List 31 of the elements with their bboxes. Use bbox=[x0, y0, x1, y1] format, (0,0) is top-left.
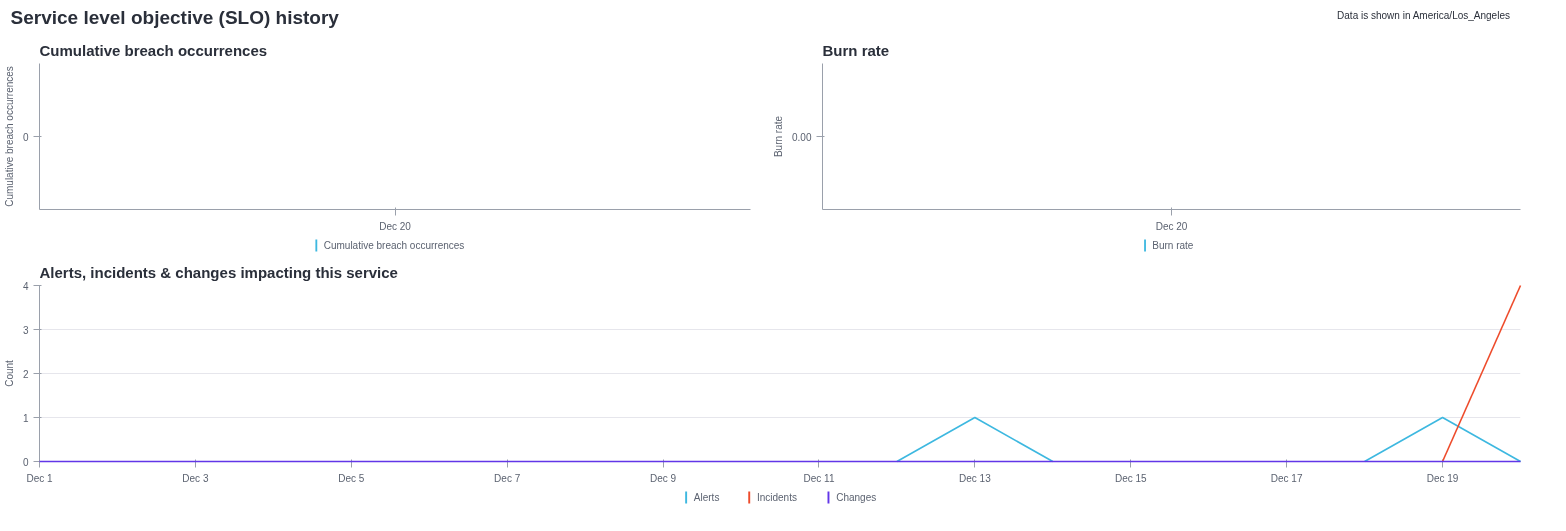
x-tick-label: Dec 13 bbox=[959, 472, 992, 484]
y-tick-label: 4 bbox=[22, 280, 29, 292]
text: Service level objective (SLO) history bbox=[10, 7, 340, 28]
x-tick-label: Dec 1 bbox=[26, 472, 53, 484]
x-tick-label: Dec 5 bbox=[338, 472, 365, 484]
y-tick-label: 0 bbox=[22, 456, 29, 468]
legend-label: Cumulative breach occurrences bbox=[323, 240, 465, 251]
x-tick-label: Dec 7 bbox=[494, 472, 521, 484]
text: Cumulative breach occurrences bbox=[3, 66, 15, 207]
text: Burn rate bbox=[773, 115, 785, 158]
text: Cumulative breach occurrences bbox=[39, 41, 268, 59]
x-tick-label: Dec 9 bbox=[650, 472, 677, 484]
y-tick-label: 3 bbox=[22, 324, 29, 336]
x-tick-label: Dec 17 bbox=[1270, 472, 1303, 484]
x-tick-label: Dec 11 bbox=[803, 472, 835, 484]
text: Dec 20 bbox=[1155, 220, 1188, 232]
y-axis-title: Count bbox=[3, 359, 15, 387]
legend-label: Changes bbox=[836, 492, 877, 503]
legend-label: Alerts bbox=[693, 492, 720, 503]
chart-title: Alerts, incidents & changes impacting this service bbox=[39, 263, 398, 281]
x-tick-label: Dec 3 bbox=[182, 472, 209, 484]
x-tick-label: Dec 15 bbox=[1114, 472, 1148, 484]
text: Burn rate bbox=[822, 41, 890, 59]
text: Dec 20 bbox=[379, 220, 412, 232]
text: 0.00 bbox=[792, 131, 812, 143]
legend-label: Burn rate bbox=[1152, 240, 1194, 251]
y-tick-label: 2 bbox=[22, 368, 29, 380]
x-tick-label: Dec 19 bbox=[1426, 472, 1459, 484]
y-tick-label: 1 bbox=[22, 412, 29, 424]
legend-label: Incidents bbox=[756, 492, 797, 503]
text: Data is shown in America/Los_Angeles bbox=[1337, 10, 1510, 21]
